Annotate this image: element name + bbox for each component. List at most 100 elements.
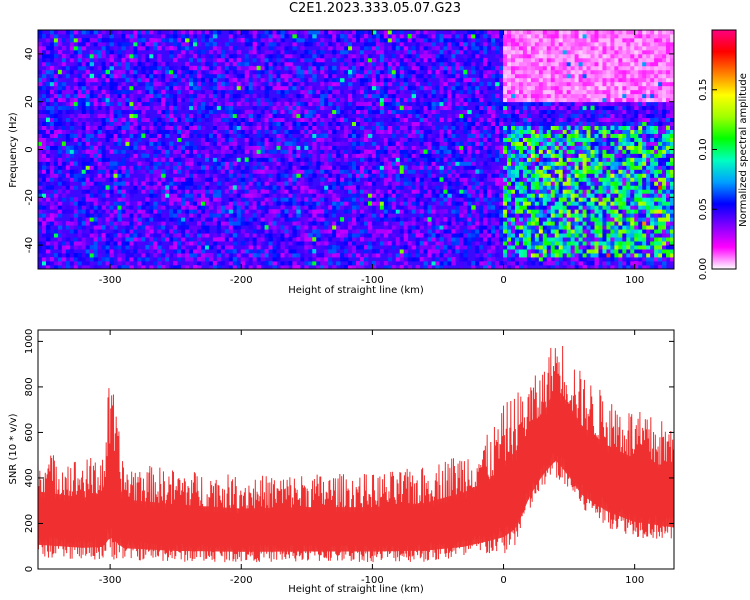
spectrogram-cell <box>141 241 146 246</box>
spectrogram-cell <box>244 69 250 75</box>
spectrogram-cell <box>97 125 103 130</box>
spectrogram-cell <box>93 157 99 162</box>
spectrogram-cell <box>344 209 349 214</box>
spectrogram-cell <box>332 57 337 63</box>
spectrogram-cell <box>407 41 413 47</box>
spectrogram-cell <box>97 81 103 87</box>
spectrogram-cell <box>304 161 309 166</box>
spectrogram-cell <box>228 257 234 262</box>
spectrogram-cell <box>371 193 377 198</box>
spectrogram-cell <box>208 221 214 226</box>
spectrogram-cell <box>65 225 71 230</box>
spectrogram-cell <box>208 37 214 43</box>
spectrogram-cell <box>89 145 95 150</box>
spectrogram-cell <box>443 85 448 91</box>
spectrogram-cell <box>200 97 206 103</box>
spectrogram-cell <box>324 149 329 154</box>
spectrogram-cell <box>141 109 146 115</box>
spectrogram-cell <box>38 109 43 115</box>
spectrogram-cell <box>181 157 186 162</box>
spectrogram-cell <box>61 89 67 95</box>
spectrogram-cell <box>324 233 329 238</box>
spectrogram-cell <box>391 77 397 83</box>
spectrogram-cell <box>280 117 285 123</box>
spectrogram-cell <box>423 125 428 130</box>
spectrogram-cell <box>97 93 103 99</box>
spectrogram-cell <box>117 53 122 59</box>
spectrogram-cell <box>411 77 417 83</box>
spectrogram-cell <box>399 169 405 174</box>
spectrogram-cell <box>117 145 122 150</box>
spectrogram-cell <box>240 149 246 154</box>
spectrogram-cell <box>415 197 421 202</box>
spectrogram-cell <box>304 33 309 39</box>
spectrogram-cell <box>232 261 238 266</box>
spectrogram-cell <box>359 137 365 142</box>
spectrogram-cell <box>447 133 452 138</box>
spectrogram-cell <box>145 253 150 258</box>
spectrogram-cell <box>328 105 333 111</box>
spectrogram-cell <box>288 229 293 234</box>
spectrogram-cell <box>268 141 273 146</box>
spectrogram-cell <box>431 205 436 210</box>
spectrogram-cell <box>284 105 289 111</box>
spectrogram-cell <box>260 53 265 59</box>
spectrogram-cell <box>244 109 250 115</box>
spectrogram-cell <box>157 217 162 222</box>
spectrogram-cell <box>367 65 373 71</box>
spectrogram-cell <box>332 201 337 206</box>
spectrogram-cell <box>320 125 325 130</box>
spectrogram-cell <box>300 121 305 126</box>
spectrogram-cell <box>89 89 95 95</box>
spectrogram-cell <box>451 133 456 138</box>
spectrogram-cell <box>141 65 146 71</box>
spectrogram-cell <box>248 249 254 254</box>
spectrogram-cell <box>145 177 150 182</box>
spectrogram-cell <box>208 185 214 190</box>
spectrogram-cell <box>208 41 214 47</box>
spectrogram-cell <box>185 185 190 190</box>
spectrogram-cell <box>336 245 341 250</box>
spectrogram-cell <box>383 133 389 138</box>
spectrogram-cell <box>383 157 389 162</box>
spectrogram-cell <box>423 241 428 246</box>
spectrogram-cell <box>407 97 413 103</box>
spectrogram-cell <box>284 109 289 115</box>
spectrogram-cell <box>101 257 106 262</box>
spectrogram-cell <box>109 185 114 190</box>
spectrogram-cell <box>312 261 317 266</box>
spectrogram-cell <box>252 105 258 111</box>
spectrogram-cell <box>391 37 397 43</box>
spectrogram-cell <box>45 217 51 222</box>
spectrogram-cell <box>268 33 273 39</box>
spectrogram-cell <box>340 33 345 39</box>
spectrogram-cell <box>451 53 456 59</box>
spectrogram-cell <box>208 145 214 150</box>
spectrogram-cell <box>161 30 166 35</box>
spectrogram-cell <box>85 37 91 43</box>
spectrogram-cell <box>117 101 122 107</box>
spectrogram-cell <box>73 201 79 206</box>
spectrogram-cell <box>367 53 373 59</box>
spectrogram-cell <box>53 229 59 234</box>
spectrogram-cell <box>379 41 385 47</box>
spectrogram-cell <box>49 89 55 95</box>
spectrogram-cell <box>193 225 198 230</box>
spectrogram-cell <box>61 77 67 83</box>
spectrogram-cell <box>204 105 210 111</box>
spectrogram-cell <box>173 125 178 130</box>
spectrogram-cell <box>77 233 83 238</box>
spectrogram-cell <box>89 165 95 170</box>
spectrogram-cell <box>359 125 365 130</box>
spectrogram-cell <box>411 209 417 214</box>
spectrogram-cell <box>352 65 357 71</box>
spectrogram-cell <box>379 213 385 218</box>
spectrogram-cell <box>109 65 114 71</box>
spectrogram-cell <box>93 137 99 142</box>
spectrogram-cell <box>292 53 297 59</box>
spectrogram-cell <box>292 105 297 111</box>
spectrogram-cell <box>49 30 55 35</box>
spectrogram-cell <box>427 253 432 258</box>
spectrogram-cell <box>45 81 51 87</box>
spectrogram-cell <box>57 145 63 150</box>
